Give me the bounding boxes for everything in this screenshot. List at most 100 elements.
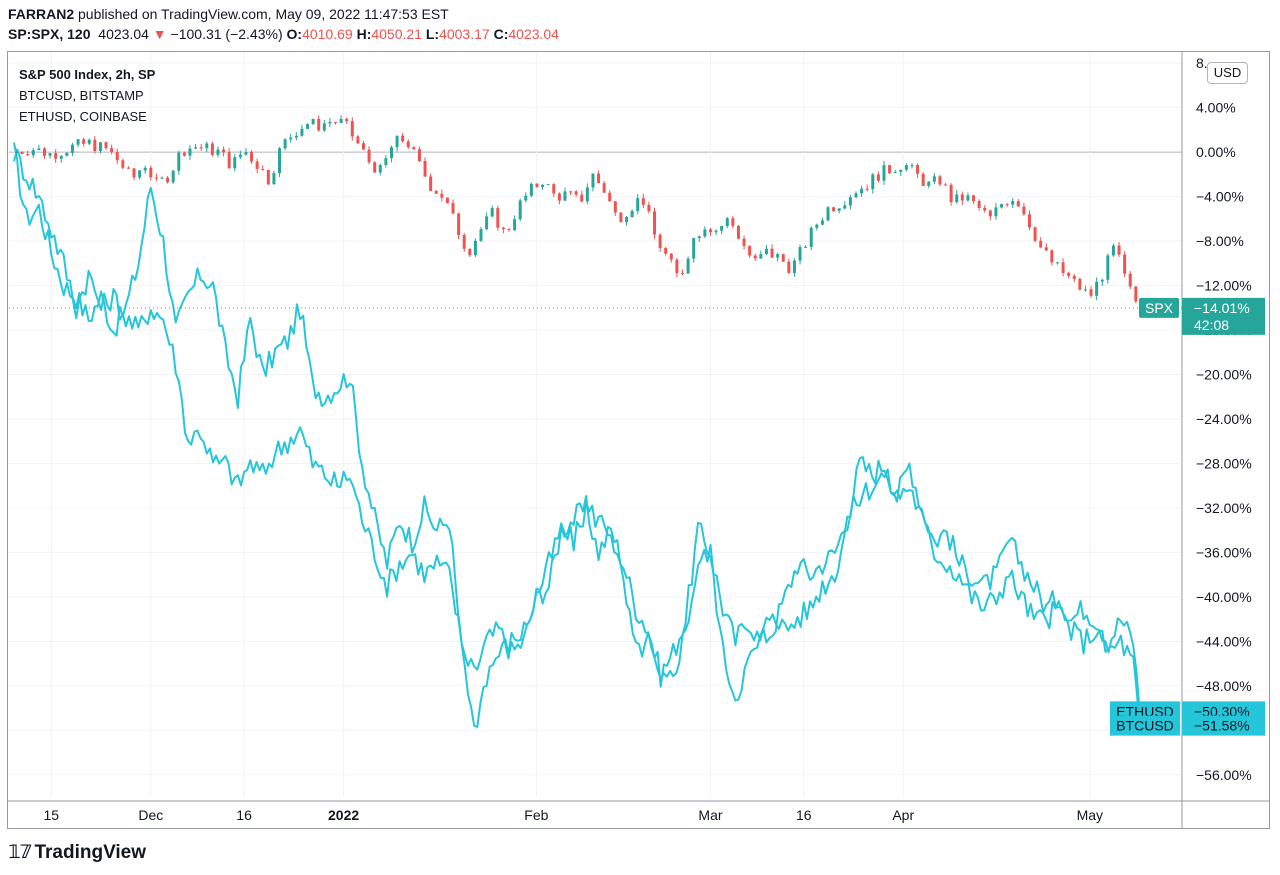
spx-candle-body xyxy=(955,194,959,203)
spx-candle-body xyxy=(227,152,231,169)
spx-candle-body xyxy=(630,210,634,218)
spx-candle-body xyxy=(977,201,981,208)
spx-candle-body xyxy=(826,207,830,221)
spx-candle-body xyxy=(401,135,405,142)
spx-candle-body xyxy=(37,148,41,151)
close-label: C: xyxy=(493,26,509,42)
spx-candle-body xyxy=(31,150,35,156)
spx-candle-body xyxy=(445,197,449,204)
spx-candle-body xyxy=(916,164,920,174)
spx-candle-body xyxy=(1117,245,1121,255)
legend-btc-series[interactable]: BTCUSD, BITSTAMP xyxy=(19,88,144,103)
spx-candle-body xyxy=(832,207,836,211)
spx-candle-body xyxy=(255,161,259,169)
spx-candle-body xyxy=(98,142,102,152)
spx-candle-body xyxy=(680,273,684,275)
spx-candle-body xyxy=(1027,214,1031,228)
currency-button[interactable]: USD xyxy=(1207,62,1248,84)
spx-candle-body xyxy=(529,183,533,196)
spx-candle-body xyxy=(910,164,914,166)
spx-candle-body xyxy=(524,195,528,201)
x-tick-label: 15 xyxy=(44,807,60,823)
spx-candle-body xyxy=(149,167,153,178)
spx-candle-body xyxy=(546,184,550,186)
down-arrow-icon: ▼ xyxy=(152,26,167,42)
spx-candle-body xyxy=(306,124,310,129)
low-label: L: xyxy=(425,26,440,42)
last-price: 4023.04 xyxy=(98,26,149,42)
spx-candle-body xyxy=(904,165,908,170)
spx-tag-label: SPX xyxy=(1145,300,1174,316)
spx-candle-body xyxy=(865,188,869,190)
spx-candle-body xyxy=(188,148,192,156)
x-tick-label: 16 xyxy=(796,807,812,823)
spx-tag-box xyxy=(1139,297,1179,318)
spx-candle-body xyxy=(1039,240,1043,248)
spx-candle-body xyxy=(725,218,729,226)
spx-candle-body xyxy=(843,205,847,209)
spx-candle-body xyxy=(608,192,612,202)
spx-candle-body xyxy=(781,254,785,262)
spx-candle-body xyxy=(115,152,119,161)
spx-candle-body xyxy=(888,165,892,173)
spx-candle-body xyxy=(322,123,326,131)
spx-candle-body xyxy=(714,230,718,233)
spx-candle-body xyxy=(468,248,472,256)
spx-candle-body xyxy=(770,248,774,258)
spx-candle-body xyxy=(876,174,880,181)
spx-candle-body xyxy=(625,217,629,223)
spx-axis-value: −14.01% xyxy=(1194,300,1250,316)
publication-info: FARRAN2 published on TradingView.com, Ma… xyxy=(8,6,449,22)
spx-candle-body xyxy=(994,207,998,217)
btcusd-tag-label: BTCUSD xyxy=(1116,718,1174,734)
spx-candle-body xyxy=(613,201,617,213)
ethusd-axis-value: −50.30% xyxy=(1194,703,1250,719)
spx-candle-body xyxy=(653,211,657,235)
legend-eth-series[interactable]: ETHUSD, COINBASE xyxy=(19,109,147,124)
spx-candle-body xyxy=(893,171,897,173)
spx-candle-body xyxy=(76,139,80,145)
spx-candle-body xyxy=(854,193,858,198)
spx-candle-body xyxy=(177,152,181,171)
spx-candle-body xyxy=(720,225,724,231)
x-tick-label: Apr xyxy=(892,807,914,823)
spx-candle-body xyxy=(205,143,209,149)
spx-candle-body xyxy=(266,169,270,185)
spx-candle-body xyxy=(675,259,679,274)
spx-candle-body xyxy=(647,204,651,212)
spx-candle-body xyxy=(804,246,808,248)
spx-candle-body xyxy=(339,118,343,123)
spx-candle-body xyxy=(154,177,158,179)
spx-candle-body xyxy=(244,152,248,155)
spx-candle-body xyxy=(513,219,517,231)
spx-candle-body xyxy=(121,160,125,168)
spx-candle-body xyxy=(350,121,354,137)
spx-candle-body xyxy=(417,149,421,162)
legend-main-series[interactable]: S&P 500 Index, 2h, SP xyxy=(19,67,156,82)
spx-candle-body xyxy=(378,164,382,173)
spx-candle-body xyxy=(451,203,455,214)
spx-candle-body xyxy=(1100,279,1104,282)
spx-candle-body xyxy=(250,152,254,162)
spx-candle-body xyxy=(574,191,578,195)
spx-candle-body xyxy=(776,254,780,258)
spx-candle-body xyxy=(1000,204,1004,208)
spx-candle-body xyxy=(171,170,175,183)
spx-candle-body xyxy=(736,225,740,239)
spx-candle-body xyxy=(199,147,203,149)
btcusd-axis-value: −51.58% xyxy=(1194,718,1250,734)
spx-candle-body xyxy=(1111,245,1115,256)
spx-candle-body xyxy=(479,229,483,241)
tradingview-brand[interactable]: 𝟙𝟟 TradingView xyxy=(8,841,146,864)
spx-candle-body xyxy=(703,229,707,237)
spx-candle-body xyxy=(345,118,349,122)
spx-candle-body xyxy=(462,234,466,249)
spx-candle-body xyxy=(1016,201,1020,207)
spx-candle-body xyxy=(871,174,875,190)
spx-candle-body xyxy=(20,151,24,155)
spx-candle-body xyxy=(764,248,768,255)
spx-candle-body xyxy=(216,149,220,155)
spx-candle-body xyxy=(434,190,438,194)
chart-frame xyxy=(7,51,1270,829)
